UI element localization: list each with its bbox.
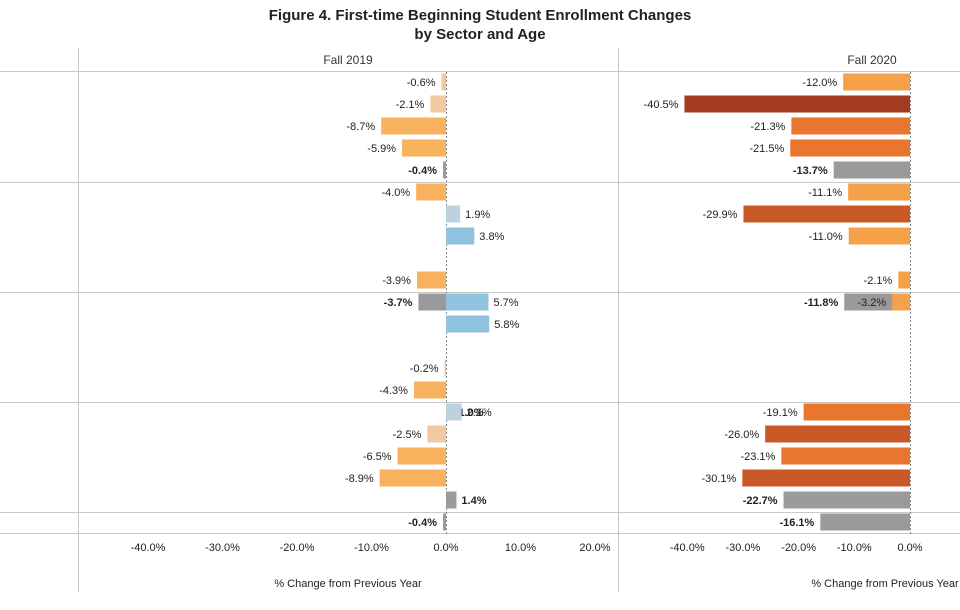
data-label: -3.7% [384,297,413,309]
bar [742,469,910,487]
x-tick-label: -10.0% [354,542,389,554]
chart-title-line-1: Figure 4. First-time Beginning Student E… [268,7,692,24]
bar [427,425,446,443]
bar [743,205,910,223]
data-label: -23.1% [740,451,775,463]
bar [848,227,910,245]
data-label: -6.5% [363,451,392,463]
data-label: 1.0% [458,407,483,419]
bar [416,271,446,289]
bar [430,95,446,113]
bar [446,227,475,245]
bar [446,491,457,509]
bar [446,403,462,421]
data-label: -5.9% [367,143,396,155]
bar [444,359,447,377]
bar [402,139,446,157]
bar [898,271,910,289]
data-label: 1.4% [461,495,486,507]
data-label: -11.0% [809,231,843,243]
data-label: -19.1% [763,407,798,419]
data-label: -40.5% [644,99,679,111]
x-tick-label: -20.0% [280,542,315,554]
data-label: -4.0% [381,187,410,199]
data-label: -22.7% [743,495,778,507]
data-label: -2.5% [393,429,422,441]
bar [803,403,910,421]
bar [833,161,910,179]
x-tick-label: -20.0% [781,542,816,554]
x-tick-label: -30.0% [725,542,760,554]
bar [790,139,910,157]
bar [765,425,910,443]
bar [381,117,446,135]
x-tick-label: 0.0% [897,542,922,554]
x-tick-label: -30.0% [205,542,240,554]
panel-header: Fall 2020 [847,53,897,67]
chart-title: Figure 4. First-time Beginning Student E… [0,6,960,44]
bar [446,315,490,333]
x-tick-label: -40.0% [131,542,166,554]
bar [684,95,910,113]
data-label: -4.3% [379,385,408,397]
data-label: 1.9% [465,209,490,221]
bar [441,73,446,91]
bar [843,73,910,91]
data-label: -3.2% [857,297,886,309]
bar [446,293,489,311]
data-label: -8.7% [346,121,375,133]
x-axis-label: % Change from Previous Year [274,578,422,590]
bar [781,447,910,465]
data-label: -2.1% [864,275,893,287]
bar [443,513,446,531]
bar [820,513,910,531]
data-label: -30.1% [701,473,736,485]
x-tick-label: 10.0% [505,542,536,554]
bar [446,205,461,223]
data-label: -21.3% [750,121,785,133]
data-label: -26.0% [724,429,759,441]
bar [892,293,910,311]
bar [418,293,446,311]
panel-header: Fall 2019 [323,53,373,67]
data-label: 5.7% [493,297,518,309]
bar [379,469,446,487]
bar [783,491,910,509]
data-label: -16.1% [779,517,814,529]
data-label: -0.4% [408,517,437,529]
chart-title-line-2: by Sector and Age [414,26,546,43]
bar [791,117,910,135]
data-label: -11.8% [804,297,838,309]
bar [413,381,446,399]
data-label: -2.1% [396,99,425,111]
data-label: -0.2% [410,363,439,375]
x-tick-label: 20.0% [579,542,610,554]
bar [397,447,446,465]
bar [443,161,446,179]
data-label: 3.8% [479,231,504,243]
data-label: 2.1% [467,407,492,419]
data-label: -3.9% [382,275,411,287]
x-tick-label: 0.0% [433,542,458,554]
data-label: -29.9% [703,209,738,221]
data-label: -0.4% [408,165,437,177]
bar [416,183,446,201]
data-label: -0.6% [407,77,436,89]
x-tick-label: -40.0% [670,542,705,554]
data-label: -21.5% [749,143,784,155]
bar [848,183,910,201]
data-label: -11.1% [808,187,842,199]
x-tick-label: -10.0% [837,542,872,554]
data-label: 5.8% [494,319,519,331]
x-axis-label: % Change from Previous Year [811,578,959,590]
data-label: -12.0% [802,77,837,89]
data-label: -13.7% [793,165,828,177]
data-label: -8.9% [345,473,374,485]
